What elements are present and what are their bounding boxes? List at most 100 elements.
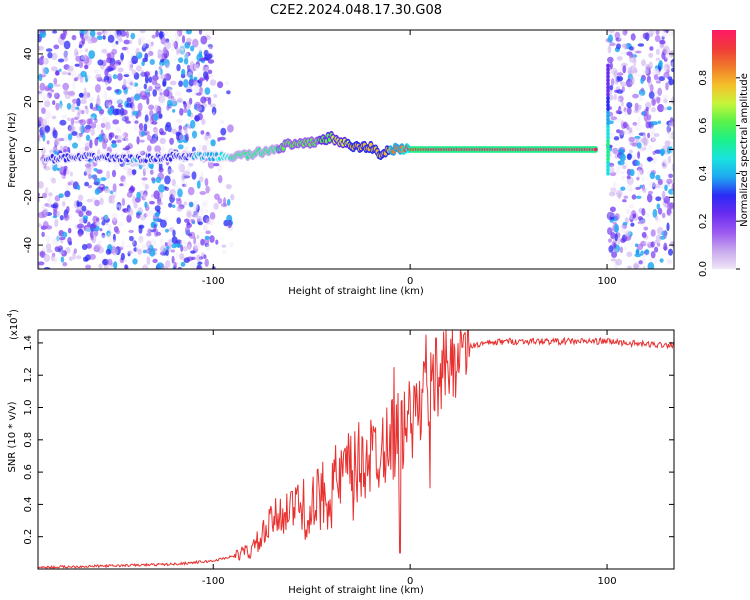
spectrogram-noise-mark [213,163,220,167]
spectrogram-noise-mark [63,57,69,62]
spectrogram-noise-mark [666,126,671,135]
spectrogram-noise-mark [225,184,232,190]
spectrogram-noise-mark [624,234,632,241]
spectrogram-noise-mark [652,156,657,165]
spectrogram-noise-mark [159,73,167,80]
spectrogram-noise-mark [131,169,137,175]
spectrogram-noise-mark [45,48,53,52]
spectrogram-noise-mark [126,30,129,39]
spectrogram-noise-mark [163,31,169,36]
spectrogram-noise-mark [115,127,122,134]
spectrogram-noise-mark [169,80,177,86]
spectrogram-noise-mark [653,133,660,137]
spectrogram-noise-mark [152,89,157,97]
spectrogram-noise-mark [661,31,668,39]
spectrogram-noise-mark [129,64,133,71]
spectrogram-noise-mark [95,73,102,80]
spectrogram-noise-mark [77,194,84,202]
spectrogram-noise-mark [120,213,124,217]
spectrogram-noise-mark [647,190,654,195]
spectrogram-noise-mark [159,99,166,106]
spectrogram-noise-mark [613,136,620,141]
spectrogram-noise-mark [53,256,57,265]
spectrogram-noise-mark [167,239,173,248]
spectrogram-noise-mark [121,197,126,206]
spectrogram-noise-mark [122,162,128,171]
spectrogram-noise-mark [645,67,651,76]
spectrogram-noise-mark [73,248,78,255]
spectrogram-noise-mark [142,264,149,269]
spectrogram-noise-mark [613,181,617,188]
spectrogram-noise-mark [122,147,129,151]
spectrogram-ridge-layer [43,63,610,176]
spectrogram-noise-mark [73,77,77,82]
colorbar-tick-label: 0.6 [698,118,709,134]
spectrogram-noise-mark [640,33,644,43]
spectrogram-noise-mark [633,109,640,114]
spectrogram-noise-mark [171,179,176,187]
spectrogram-noise-mark [69,90,76,97]
spectrogram-noise-mark [45,186,49,195]
colorbar-tick-label: 0.2 [698,213,709,229]
spectrogram-noise-mark [227,124,234,133]
spectrogram-noise-mark [85,166,92,176]
spectrogram-noise-mark [615,118,622,123]
spectrogram-noise-mark [607,56,614,64]
spectrogram-noise-mark [140,36,146,43]
spectrogram-noise-mark [622,199,627,203]
spectrogram-noise-mark [184,146,189,152]
spectrogram-noise-mark [54,136,59,146]
spectrogram-noise-mark [671,61,674,68]
spectrogram-burst-mark [606,103,610,108]
spectrogram-noise-mark [203,225,207,231]
spectrogram-noise-mark [614,233,618,242]
spectrogram-noise-mark [210,139,216,147]
spectrogram-noise-mark [619,153,626,162]
spectrogram-noise-mark [184,218,190,223]
spectrogram-noise-mark [38,30,41,34]
spectrogram-noise-mark [61,114,67,119]
spectrogram-noise-mark [102,30,108,35]
spectrogram-noise-mark [38,102,43,110]
y-tick-label: 0.6 [23,464,34,480]
spectrogram-burst-mark [606,92,610,97]
spectrogram-panel: -100 0 100 -40 -20 0 20 40 Height of straight … [7,29,675,297]
snr-y-scale-prefix: (x10 [9,317,20,340]
spectrogram-noise-mark [612,248,619,253]
spectrogram-noise-mark [195,82,200,89]
spectrogram-noise-mark [175,118,183,124]
spectrogram-noise-mark [617,192,622,199]
spectrogram-noise-mark [179,253,185,260]
spectrogram-noise-mark [633,264,640,269]
spectrogram-noise-mark [123,92,127,99]
spectrogram-burst-mark [606,128,610,133]
spectrogram-noise-mark [138,225,143,234]
spectrogram-noise-mark [641,257,646,266]
spectrogram-noise-mark [176,64,181,72]
spectrogram-noise-mark [205,244,211,252]
spectrogram-noise-mark [626,106,632,115]
spectrogram-noise-mark [141,131,146,137]
spectrogram-noise-mark [76,136,81,142]
spectrogram-noise-mark [159,137,166,145]
spectrogram-noise-mark [187,244,191,252]
spectrogram-noise-mark [193,40,199,46]
spectrogram-noise-mark [85,264,92,269]
spectrogram-noise-mark [614,223,619,233]
spectrogram-noise-mark [176,217,181,225]
spectrogram-noise-mark [116,62,121,66]
spectrogram-noise-mark [622,30,628,36]
spectrogram-noise-mark [171,243,177,249]
spectrogram-noise-mark [626,153,632,161]
spectrogram-noise-mark [83,127,91,133]
spectrogram-noise-mark [636,176,640,181]
spectrogram-noise-mark [149,110,154,117]
spectrogram-noise-mark [143,83,147,90]
spectrogram-noise-mark [160,245,167,253]
spectrogram-y-ticks: -40 -20 0 20 40 [23,48,674,253]
spectrogram-noise-mark [633,57,637,66]
spectrogram-noise-mark [635,195,642,199]
spectrogram-noise-mark [671,163,674,172]
spectrogram-noise-mark [218,164,223,168]
spectrogram-noise-mark [201,90,206,97]
